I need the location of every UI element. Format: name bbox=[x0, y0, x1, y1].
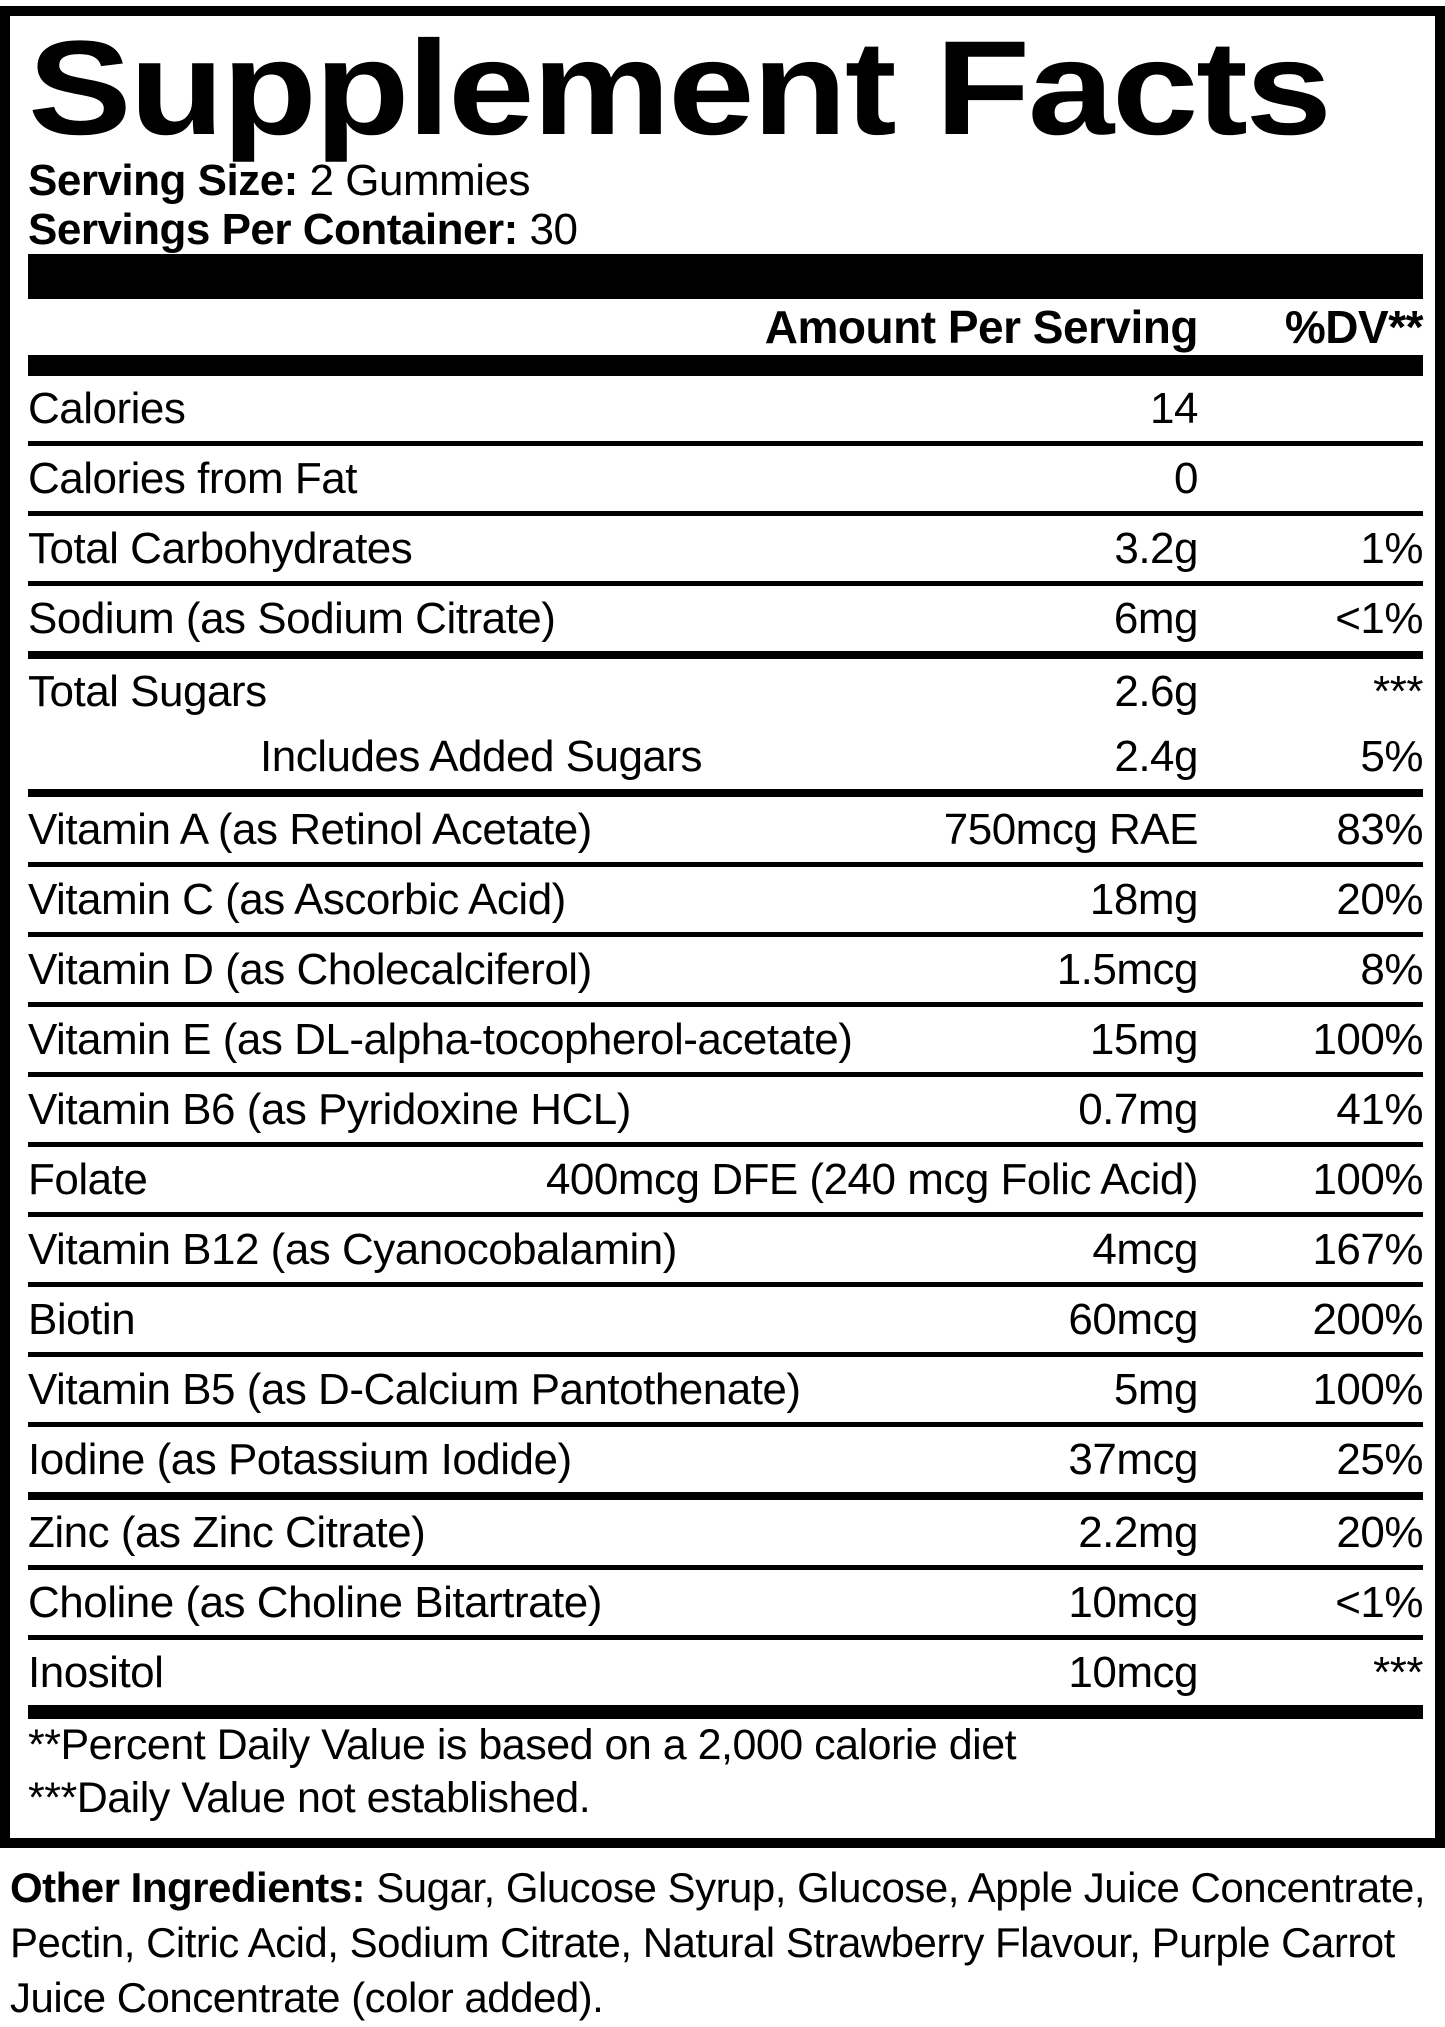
table-row: Vitamin C (as Ascorbic Acid) 18mg 20% bbox=[28, 867, 1424, 937]
nutrient-name: Includes Added Sugars bbox=[260, 731, 703, 781]
divider-heavy-top bbox=[28, 254, 1423, 299]
nutrient-amount: 4mcg bbox=[1092, 1224, 1198, 1274]
nutrient-name: Vitamin D (as Cholecalciferol) bbox=[28, 944, 592, 994]
table-row: Zinc (as Zinc Citrate) 2.2mg 20% bbox=[28, 1500, 1424, 1570]
other-ingredients-label: Other Ingredients: bbox=[10, 1864, 366, 1911]
serving-size-line: Serving Size: 2 Gummies bbox=[28, 156, 1423, 205]
nutrient-name: Vitamin C (as Ascorbic Acid) bbox=[28, 874, 566, 924]
nutrient-name: Calories bbox=[28, 383, 186, 433]
servings-per-container-value: 30 bbox=[529, 205, 578, 254]
nutrient-name: Vitamin A (as Retinol Acetate) bbox=[28, 804, 592, 854]
nutrient-dv: 200% bbox=[1312, 1294, 1423, 1344]
divider-heavy-footnote bbox=[28, 1705, 1423, 1719]
table-row: Inositol 10mcg *** bbox=[28, 1640, 1424, 1705]
nutrient-dv: 20% bbox=[1336, 874, 1423, 924]
nutrient-dv: 5% bbox=[1360, 731, 1423, 781]
nutrient-name: Inositol bbox=[28, 1647, 164, 1697]
servings-per-container-line: Servings Per Container: 30 bbox=[28, 205, 1423, 254]
table-header-row: Amount Per Serving %DV** bbox=[28, 299, 1424, 355]
nutrient-amount: 6mg bbox=[1113, 593, 1199, 643]
footnote-dv-not-established: ***Daily Value not established. bbox=[28, 1774, 591, 1822]
nutrient-dv: <1% bbox=[1335, 593, 1423, 643]
nutrient-name: Choline (as Choline Bitartrate) bbox=[28, 1577, 602, 1627]
nutrient-name: Vitamin B5 (as D-Calcium Pantothenate) bbox=[28, 1364, 801, 1414]
other-ingredients-text: Sugar, Glucose Syrup, Glucose, Apple Jui… bbox=[10, 1864, 1426, 2021]
nutrient-name: Iodine (as Potassium Iodide) bbox=[28, 1434, 572, 1484]
nutrient-dv: 167% bbox=[1312, 1224, 1423, 1274]
nutrient-amount: 0 bbox=[1174, 453, 1198, 503]
nutrient-amount: 5mg bbox=[1113, 1364, 1199, 1414]
servings-per-container-label: Servings Per Container: bbox=[28, 205, 518, 254]
nutrient-name: Biotin bbox=[28, 1294, 136, 1344]
table-row: Vitamin B12 (as Cyanocobalamin) 4mcg 167% bbox=[28, 1217, 1424, 1287]
nutrient-name: Vitamin B12 (as Cyanocobalamin) bbox=[28, 1224, 677, 1274]
nutrient-amount: 2.2mg bbox=[1078, 1507, 1198, 1557]
nutrient-amount: 18mg bbox=[1089, 874, 1199, 924]
nutrient-dv: 100% bbox=[1312, 1014, 1423, 1064]
nutrient-dv: 41% bbox=[1336, 1084, 1423, 1134]
nutrient-dv: 20% bbox=[1336, 1507, 1423, 1557]
nutrient-name: Vitamin B6 (as Pyridoxine HCL) bbox=[28, 1084, 631, 1134]
nutrient-amount: 37mcg bbox=[1068, 1434, 1198, 1484]
nutrient-amount: 0.7mg bbox=[1078, 1084, 1198, 1134]
percent-dv-header: %DV** bbox=[1284, 301, 1424, 353]
nutrient-dv: 25% bbox=[1336, 1434, 1423, 1484]
facts-box: Supplement Facts Serving Size: 2 Gummies… bbox=[0, 6, 1445, 1848]
divider-medium-header bbox=[28, 355, 1423, 376]
nutrient-name: Total Sugars bbox=[28, 666, 267, 716]
table-row: Includes Added Sugars 2.4g 5% bbox=[28, 724, 1424, 797]
nutrient-dv: 1% bbox=[1360, 523, 1423, 573]
nutrient-dv: 8% bbox=[1360, 944, 1423, 994]
nutrient-amount: 3.2g bbox=[1114, 523, 1198, 573]
nutrient-dv: *** bbox=[1373, 1647, 1423, 1697]
nutrient-name: Zinc (as Zinc Citrate) bbox=[28, 1507, 426, 1557]
nutrient-amount: 1.5mcg bbox=[1056, 944, 1199, 994]
table-row: Vitamin B6 (as Pyridoxine HCL) 0.7mg 41% bbox=[28, 1077, 1424, 1147]
nutrient-table: Calories 14 Calories from Fat 0 Total Carboh… bbox=[28, 376, 1424, 1705]
page-title: Supplement Facts bbox=[28, 14, 1332, 163]
nutrient-amount: 60mcg bbox=[1068, 1294, 1198, 1344]
nutrient-dv: *** bbox=[1373, 666, 1423, 716]
table-row: Total Carbohydrates 3.2g 1% bbox=[28, 516, 1424, 586]
nutrient-amount: 2.6g bbox=[1114, 666, 1198, 716]
nutrient-amount: 750mcg RAE bbox=[943, 804, 1199, 854]
nutrient-amount: 2.4g bbox=[1114, 731, 1198, 781]
table-row: Folate 400mcg DFE (240 mcg Folic Acid) 100… bbox=[28, 1147, 1424, 1217]
nutrient-amount: 10mcg bbox=[1068, 1647, 1198, 1697]
nutrient-amount: 14 bbox=[1150, 383, 1198, 433]
nutrient-amount: 400mcg DFE (240 mcg Folic Acid) bbox=[545, 1154, 1199, 1204]
nutrient-name: Calories from Fat bbox=[28, 453, 357, 503]
nutrient-dv: 100% bbox=[1312, 1154, 1423, 1204]
table-row: Vitamin E (as DL-alpha-tocopherol-acetat… bbox=[28, 1007, 1424, 1077]
serving-size-label: Serving Size: bbox=[28, 156, 298, 205]
nutrient-dv: 83% bbox=[1336, 804, 1423, 854]
table-row: Calories 14 bbox=[28, 376, 1423, 446]
nutrient-name: Sodium (as Sodium Citrate) bbox=[28, 593, 556, 643]
other-ingredients: Other Ingredients: Sugar, Glucose Syrup,… bbox=[10, 1860, 1435, 2025]
table-row: Calories from Fat 0 bbox=[28, 446, 1423, 516]
amount-per-serving-header: Amount Per Serving bbox=[764, 301, 1199, 353]
table-row: Choline (as Choline Bitartrate) 10mcg <1% bbox=[28, 1570, 1424, 1640]
table-row: Vitamin D (as Cholecalciferol) 1.5mcg 8% bbox=[28, 937, 1424, 1007]
nutrient-name: Total Carbohydrates bbox=[28, 523, 413, 573]
table-row: Biotin 60mcg 200% bbox=[28, 1287, 1424, 1357]
footnote-percent-dv: **Percent Daily Value is based on a 2,00… bbox=[28, 1721, 1017, 1769]
table-row: Vitamin A (as Retinol Acetate) 750mcg RAE… bbox=[28, 797, 1424, 867]
nutrient-name: Folate bbox=[28, 1154, 148, 1204]
nutrient-amount: 10mcg bbox=[1068, 1577, 1198, 1627]
nutrient-amount: 15mg bbox=[1089, 1014, 1199, 1064]
nutrient-dv: <1% bbox=[1335, 1577, 1423, 1627]
table-row: Total Sugars 2.6g *** bbox=[28, 659, 1424, 724]
table-row: Vitamin B5 (as D-Calcium Pantothenate) 5m… bbox=[28, 1357, 1424, 1427]
nutrient-name: Vitamin E (as DL-alpha-tocopherol-acetat… bbox=[28, 1014, 853, 1064]
table-row: Iodine (as Potassium Iodide) 37mcg 25% bbox=[28, 1427, 1424, 1500]
serving-size-value: 2 Gummies bbox=[309, 156, 531, 205]
nutrient-dv: 100% bbox=[1312, 1364, 1423, 1414]
table-row: Sodium (as Sodium Citrate) 6mg <1% bbox=[28, 586, 1424, 659]
